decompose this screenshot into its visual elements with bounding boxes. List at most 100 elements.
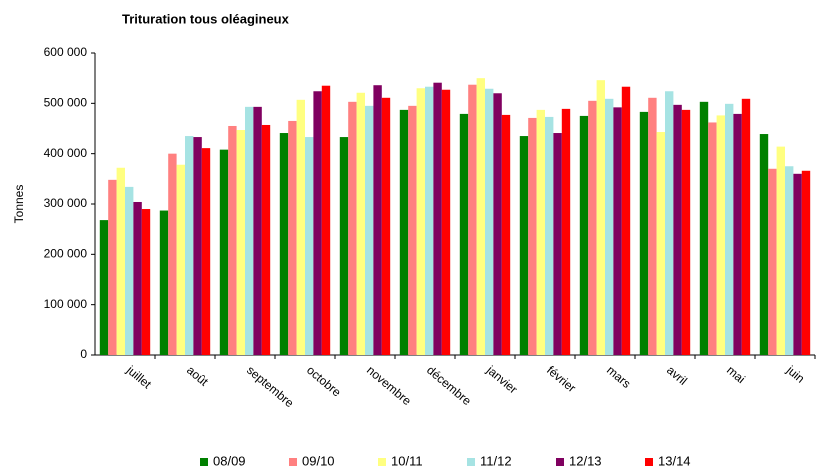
x-tick-label: octobre — [304, 363, 344, 400]
bar — [733, 113, 742, 355]
y-tick-label: 300 000 — [44, 196, 88, 210]
x-tick-label: mars — [604, 363, 633, 391]
bar — [339, 137, 349, 355]
chart-title: Trituration tous oléagineux — [122, 11, 290, 26]
bar — [468, 84, 477, 356]
bar — [133, 201, 142, 355]
y-tick-label: 600 000 — [44, 45, 88, 59]
bar — [699, 101, 709, 355]
bar — [759, 134, 769, 355]
legend-label: 11/12 — [480, 453, 512, 468]
bar — [399, 109, 409, 355]
bar — [501, 114, 511, 355]
bar — [433, 82, 442, 356]
bar — [99, 220, 109, 355]
bar — [159, 210, 169, 355]
bar — [648, 97, 657, 356]
y-tick-label: 500 000 — [44, 96, 88, 110]
bar — [305, 137, 314, 355]
x-tick-label: juin — [783, 362, 807, 385]
legend-label: 10/11 — [391, 453, 423, 468]
legend-swatch — [556, 458, 564, 466]
legend-swatch — [200, 458, 208, 466]
bar — [228, 125, 237, 355]
legend-swatch — [467, 458, 475, 466]
x-tick-label: avril — [664, 363, 690, 388]
bar — [279, 133, 289, 355]
bar — [288, 120, 297, 355]
y-tick-label: 0 — [80, 347, 87, 361]
bar — [476, 78, 485, 356]
bar — [116, 167, 125, 355]
bar — [793, 173, 802, 355]
bar — [639, 111, 649, 355]
y-tick-label: 100 000 — [44, 297, 88, 311]
bar — [656, 132, 665, 355]
x-tick-label: novembre — [364, 363, 414, 408]
legend-swatch — [378, 458, 386, 466]
bar — [673, 104, 682, 356]
bar — [588, 100, 597, 355]
bar — [768, 168, 777, 355]
bar — [716, 115, 725, 355]
bar — [356, 92, 365, 355]
bar — [801, 170, 811, 355]
legend-swatch — [645, 458, 653, 466]
bar — [108, 179, 117, 355]
bar — [596, 80, 605, 356]
bar — [261, 124, 271, 355]
bar — [219, 149, 229, 355]
legend-label: 08/09 — [213, 453, 246, 468]
bar — [201, 148, 211, 355]
bar — [459, 113, 469, 355]
legend-label: 13/14 — [658, 453, 691, 468]
bar — [125, 186, 134, 355]
bar — [741, 98, 751, 355]
bar — [193, 137, 202, 355]
bar — [425, 86, 434, 356]
bar — [493, 93, 502, 356]
bar — [236, 130, 245, 355]
bar — [365, 105, 374, 355]
bar — [519, 136, 529, 355]
bar — [321, 85, 331, 355]
x-tick-label: août — [184, 363, 211, 389]
bar — [245, 106, 254, 356]
bar — [579, 115, 589, 356]
bar — [176, 164, 185, 355]
bar — [253, 106, 262, 356]
bar — [545, 116, 554, 355]
bar — [373, 85, 382, 356]
bar — [528, 117, 537, 356]
bar — [536, 109, 545, 355]
bar — [665, 91, 674, 356]
bar — [441, 89, 451, 355]
bar — [681, 109, 691, 355]
bar — [296, 99, 305, 355]
y-tick-label: 200 000 — [44, 247, 88, 261]
bar — [725, 103, 734, 355]
x-tick-label: mai — [724, 363, 748, 386]
bar — [605, 98, 614, 355]
bar — [185, 136, 194, 355]
legend-label: 09/10 — [302, 453, 335, 468]
bar — [613, 107, 622, 355]
bar — [553, 133, 562, 355]
bar — [485, 88, 494, 355]
bar — [776, 146, 785, 355]
bar — [561, 108, 571, 356]
bar — [621, 86, 631, 356]
x-tick-label: janvier — [483, 362, 520, 396]
y-axis-label: Tonnes — [12, 185, 26, 224]
y-tick-label: 400 000 — [44, 146, 88, 160]
x-tick-label: septembre — [244, 363, 297, 410]
x-tick-label: décembre — [424, 363, 474, 408]
legend-label: 12/13 — [569, 453, 602, 468]
bar — [408, 105, 417, 355]
bar — [348, 101, 357, 355]
bar — [785, 166, 794, 355]
bar — [141, 209, 151, 355]
bar — [313, 91, 322, 356]
bar — [416, 88, 425, 355]
